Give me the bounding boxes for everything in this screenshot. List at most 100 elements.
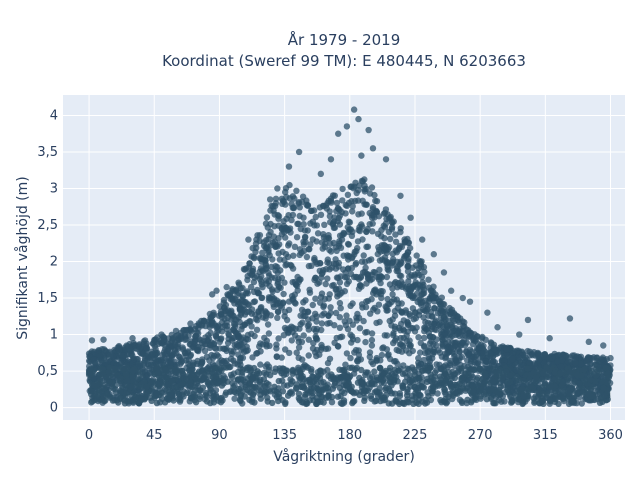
- data-point: [440, 301, 448, 308]
- data-point: [349, 321, 356, 328]
- data-point: [302, 297, 309, 304]
- data-point: [437, 397, 444, 404]
- data-point: [387, 235, 394, 243]
- data-point: [292, 300, 299, 307]
- data-point: [289, 324, 297, 331]
- data-point: [372, 197, 379, 204]
- data-point: [526, 376, 533, 383]
- data-point: [476, 365, 484, 372]
- data-point: [342, 361, 349, 368]
- data-point: [381, 235, 388, 242]
- data-point: [145, 362, 152, 370]
- data-point: [231, 287, 238, 295]
- data-point: [312, 310, 319, 317]
- data-point: [443, 332, 450, 339]
- data-point: [304, 308, 312, 315]
- data-point: [452, 311, 459, 319]
- data-point: [89, 398, 96, 405]
- data-point: [135, 400, 143, 407]
- data-point: [100, 346, 108, 353]
- data-point: [347, 270, 355, 278]
- data-point: [480, 350, 487, 357]
- y-tick-label: 0: [50, 401, 58, 416]
- data-point: [372, 287, 379, 295]
- chart-title-line2: Koordinat (Sweref 99 TM): E 480445, N 62…: [162, 52, 526, 70]
- data-point: [188, 338, 195, 345]
- data-point: [222, 389, 230, 396]
- data-point: [244, 366, 251, 374]
- data-point: [522, 354, 529, 361]
- data-point: [573, 371, 581, 378]
- data-point: [149, 384, 156, 391]
- data-point: [467, 366, 474, 373]
- data-point: [143, 383, 150, 390]
- data-point: [337, 244, 345, 251]
- data-point: [278, 231, 286, 238]
- data-point: [241, 393, 248, 400]
- data-point: [569, 398, 576, 405]
- data-point: [368, 296, 375, 303]
- data-point: [100, 336, 107, 343]
- data-point: [344, 252, 351, 259]
- data-point: [306, 289, 314, 296]
- data-point: [286, 181, 293, 189]
- data-point: [275, 335, 282, 342]
- data-point: [307, 241, 314, 248]
- data-point: [392, 278, 399, 286]
- data-point: [225, 335, 232, 343]
- data-point: [309, 345, 317, 352]
- data-point: [122, 382, 129, 389]
- data-point: [335, 130, 342, 137]
- data-point: [491, 345, 498, 353]
- data-point: [261, 334, 268, 341]
- data-point: [425, 367, 432, 374]
- data-point: [294, 273, 301, 281]
- data-point: [381, 209, 389, 217]
- data-point: [399, 370, 407, 377]
- data-point: [316, 259, 324, 267]
- data-point: [288, 337, 295, 344]
- data-point: [324, 275, 331, 282]
- data-point: [223, 364, 230, 371]
- data-point: [283, 316, 291, 324]
- data-point: [397, 272, 405, 280]
- data-point: [394, 267, 402, 274]
- data-point: [434, 390, 441, 397]
- data-point: [110, 353, 117, 360]
- data-point: [360, 317, 367, 325]
- data-point: [557, 363, 565, 370]
- data-point: [368, 358, 375, 365]
- data-point: [396, 390, 403, 397]
- data-point: [397, 228, 404, 236]
- data-point: [153, 399, 161, 407]
- data-point: [361, 188, 368, 195]
- data-point: [470, 353, 478, 361]
- data-point: [206, 341, 214, 348]
- data-point: [397, 327, 404, 334]
- data-point: [322, 280, 329, 288]
- data-point: [201, 373, 208, 380]
- data-point: [369, 145, 377, 152]
- data-point: [504, 386, 511, 394]
- data-point: [494, 388, 501, 395]
- data-point: [298, 398, 305, 406]
- data-point: [163, 387, 170, 394]
- data-point: [262, 254, 269, 261]
- data-point: [405, 278, 412, 285]
- data-point: [504, 379, 511, 386]
- data-point: [299, 356, 306, 363]
- data-point: [258, 304, 265, 311]
- data-point: [368, 336, 376, 344]
- data-point: [326, 355, 334, 362]
- data-point: [422, 396, 429, 404]
- data-point: [96, 352, 104, 359]
- data-point: [287, 376, 294, 383]
- data-point: [359, 197, 366, 204]
- data-point: [282, 188, 289, 196]
- data-point: [459, 339, 466, 346]
- data-point: [336, 238, 343, 245]
- data-point: [397, 334, 404, 342]
- data-point: [457, 386, 464, 393]
- data-point: [121, 397, 128, 404]
- data-point: [244, 276, 251, 284]
